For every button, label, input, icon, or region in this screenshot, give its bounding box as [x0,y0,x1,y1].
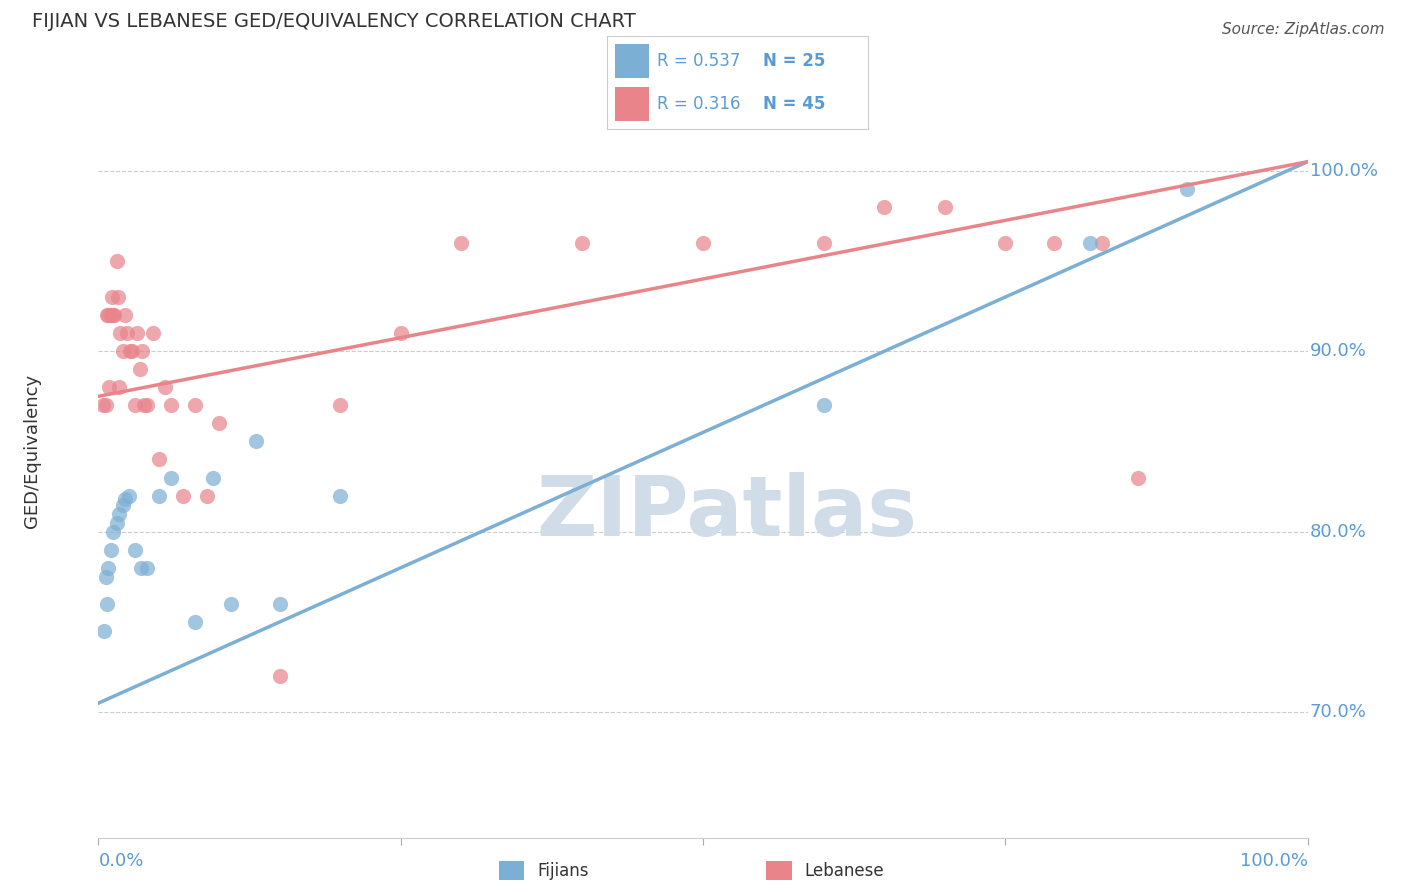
Point [160,470,183,484]
Point [389,326,412,340]
Point [100,308,122,322]
Point [129,561,152,575]
Point [111,498,134,512]
Point [184,615,207,629]
Point [100,542,122,557]
Point [121,344,143,359]
Point [208,417,231,431]
Bar [616,44,650,78]
Point [108,326,131,340]
Point [269,597,291,611]
Point [108,507,131,521]
Point [103,308,125,322]
Point [96,308,118,322]
Text: R = 0.537: R = 0.537 [657,52,740,70]
Point [1078,235,1101,250]
Text: 0.0%: 0.0% [98,852,143,870]
Point [269,669,291,683]
Text: N = 25: N = 25 [763,52,825,70]
Point [117,326,139,340]
Point [153,380,176,394]
Point [1128,470,1150,484]
Point [329,489,352,503]
Point [97,561,120,575]
Point [184,398,207,412]
Point [994,235,1017,250]
Point [450,235,472,250]
Point [692,235,714,250]
Text: GED/Equivalency: GED/Equivalency [22,374,41,527]
Point [135,398,157,412]
Point [1042,235,1064,250]
Text: FIJIAN VS LEBANESE GED/EQUIVALENCY CORRELATION CHART: FIJIAN VS LEBANESE GED/EQUIVALENCY CORRE… [32,12,636,31]
Point [813,398,835,412]
Point [100,290,122,304]
Text: 80.0%: 80.0% [1310,523,1367,541]
Text: Lebanese: Lebanese [804,862,884,880]
Point [105,516,128,530]
Point [94,570,117,584]
Point [134,398,156,412]
Point [105,254,128,268]
Point [111,344,134,359]
Point [329,398,352,412]
Point [127,326,149,340]
Text: 100.0%: 100.0% [1240,852,1308,870]
Text: ZIPatlas: ZIPatlas [537,472,918,553]
Point [91,398,114,412]
Text: R = 0.316: R = 0.316 [657,95,741,113]
Point [148,489,170,503]
Point [124,398,146,412]
Point [934,200,956,214]
Point [96,597,118,611]
Point [202,470,225,484]
Point [195,489,218,503]
Point [1091,235,1114,250]
Point [142,326,165,340]
Text: Source: ZipAtlas.com: Source: ZipAtlas.com [1222,22,1385,37]
Point [118,489,141,503]
Point [221,597,243,611]
Point [813,235,835,250]
Point [107,290,129,304]
Point [172,489,194,503]
Point [128,362,150,376]
Point [245,434,267,449]
Point [131,344,153,359]
Point [114,308,136,322]
Bar [616,87,650,121]
Point [114,492,136,507]
Point [160,398,183,412]
Point [148,452,170,467]
Point [108,380,131,394]
Point [1175,182,1198,196]
Point [98,380,121,394]
Point [124,542,146,557]
Text: N = 45: N = 45 [763,95,825,113]
Text: 100.0%: 100.0% [1310,161,1378,179]
Text: 70.0%: 70.0% [1310,703,1367,721]
Text: Fijians: Fijians [537,862,589,880]
Point [118,344,141,359]
Point [873,200,896,214]
Point [135,561,157,575]
Point [101,524,124,539]
Point [94,398,117,412]
Point [101,308,124,322]
Point [97,308,120,322]
Point [93,624,115,638]
Text: 90.0%: 90.0% [1310,343,1367,360]
Point [571,235,593,250]
